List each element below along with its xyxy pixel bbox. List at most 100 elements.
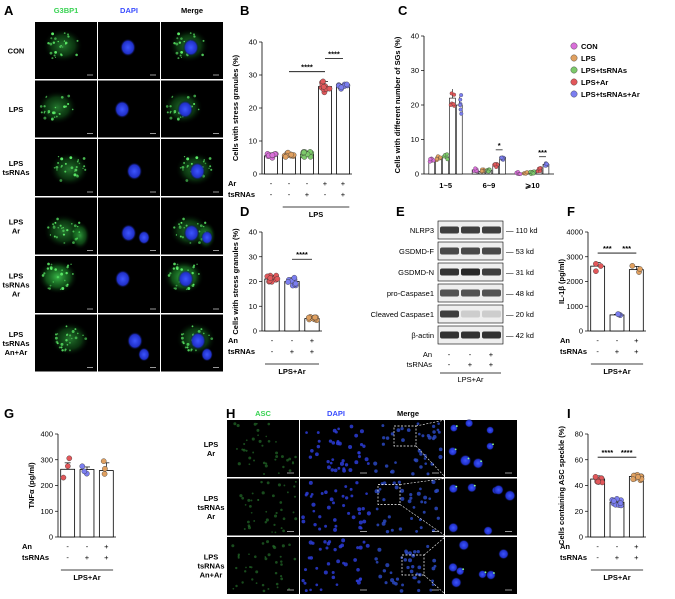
nucleus: [450, 577, 462, 588]
nucleus: [374, 557, 378, 561]
y-tick-label: 300: [40, 455, 53, 464]
data-point: [479, 169, 484, 174]
granule-dot: [173, 226, 176, 229]
blot-band-gsdmd-f: [437, 241, 504, 261]
nucleus: [416, 491, 421, 496]
asc-signal: [263, 472, 266, 475]
granule-dot: [60, 54, 63, 57]
asc-signal: [253, 520, 256, 522]
bar: [628, 269, 644, 332]
granule-dot: [178, 225, 182, 229]
condition-value: -: [469, 350, 472, 359]
micrograph-2-1: [98, 139, 160, 196]
asc-speck: [492, 443, 494, 446]
granule-dot: [56, 169, 58, 171]
granule-dot: [175, 266, 179, 270]
asc-signal: [245, 566, 247, 569]
asc-signal: [243, 528, 246, 531]
granule-dot: [181, 236, 184, 239]
granule-dot: [74, 328, 77, 331]
granule-dot: [180, 268, 183, 271]
granule-dot: [63, 40, 66, 42]
nucleus: [419, 526, 423, 530]
nucleus: [404, 549, 408, 554]
granule-dot: [56, 217, 59, 221]
bar: [628, 476, 644, 538]
nucleus: [486, 442, 495, 451]
bar: [336, 86, 350, 175]
condition-label: An: [22, 542, 32, 551]
asc-signal: [248, 456, 252, 460]
row-label-1: LPS: [9, 105, 24, 114]
nucleus: [312, 509, 316, 513]
y-tick-label: 60: [575, 455, 583, 464]
asc-signal: [244, 503, 247, 506]
granule-dot: [43, 116, 47, 120]
asc-signal: [257, 499, 259, 501]
y-tick-label: 20: [411, 101, 419, 110]
nucleus: [342, 467, 346, 471]
micrograph-3-1: [98, 197, 160, 255]
nucleus: [325, 546, 329, 550]
asc-signal: [280, 455, 284, 459]
asc-signal: [236, 424, 240, 428]
blot-lane-band: [461, 247, 480, 255]
panel-label-E: E: [396, 204, 405, 219]
nucleus: [423, 495, 428, 500]
y-tick-label: 200: [40, 481, 53, 490]
granule-dot: [53, 166, 56, 169]
nucleus: [354, 433, 359, 438]
nucleus: [435, 488, 440, 493]
nucleus: [419, 487, 422, 491]
nucleus: [424, 462, 428, 465]
panel-label-G: G: [4, 406, 14, 421]
granule-dot: [202, 39, 205, 42]
y-tick-label: 40: [249, 228, 257, 237]
blot-lane-band: [440, 289, 459, 297]
granule-dot: [177, 32, 181, 36]
granule-dot: [64, 162, 67, 165]
granule-dot: [175, 284, 178, 287]
asc-signal: [250, 511, 253, 514]
granule-dot: [60, 166, 62, 168]
nucleus: [376, 523, 380, 527]
granule-dot: [63, 279, 66, 282]
granule-dot: [77, 159, 80, 161]
granule-dot: [183, 162, 186, 164]
asc-signal: [267, 587, 270, 590]
nucleus: [417, 432, 421, 436]
nucleus: [389, 571, 393, 575]
zoom-connector: [423, 574, 446, 595]
asc-signal: [264, 464, 268, 468]
granule-dot: [180, 221, 183, 224]
micrograph-2-0: [227, 537, 299, 594]
nucleus: [332, 501, 335, 505]
granule-dot: [192, 265, 195, 269]
condition-value: -: [291, 336, 294, 345]
micrograph-0-2: [161, 22, 223, 79]
nucleus: [341, 538, 346, 543]
nucleus: [319, 588, 323, 592]
nucleus: [341, 459, 345, 463]
nucleus: [409, 569, 414, 574]
blot-lane-band: [461, 268, 480, 276]
nucleus: [398, 527, 403, 531]
nucleus: [437, 430, 441, 434]
granule-dot: [179, 54, 182, 57]
zoom-connector: [415, 419, 446, 427]
granule-dot: [210, 168, 213, 171]
granule-dot: [78, 162, 81, 165]
granule-dot: [54, 268, 57, 271]
asc-signal: [248, 565, 252, 569]
granule-dot: [83, 165, 86, 168]
blot-band--actin: [437, 325, 504, 345]
micrograph-0-1: [98, 22, 160, 79]
nucleus: [333, 468, 338, 473]
granule-dot: [179, 235, 182, 238]
granule-dot: [70, 263, 72, 266]
asc-signal: [288, 457, 292, 461]
asc-signal: [288, 469, 292, 472]
granule-dot: [167, 274, 171, 277]
condition-value: -: [270, 190, 273, 199]
granule-dot: [179, 166, 182, 169]
